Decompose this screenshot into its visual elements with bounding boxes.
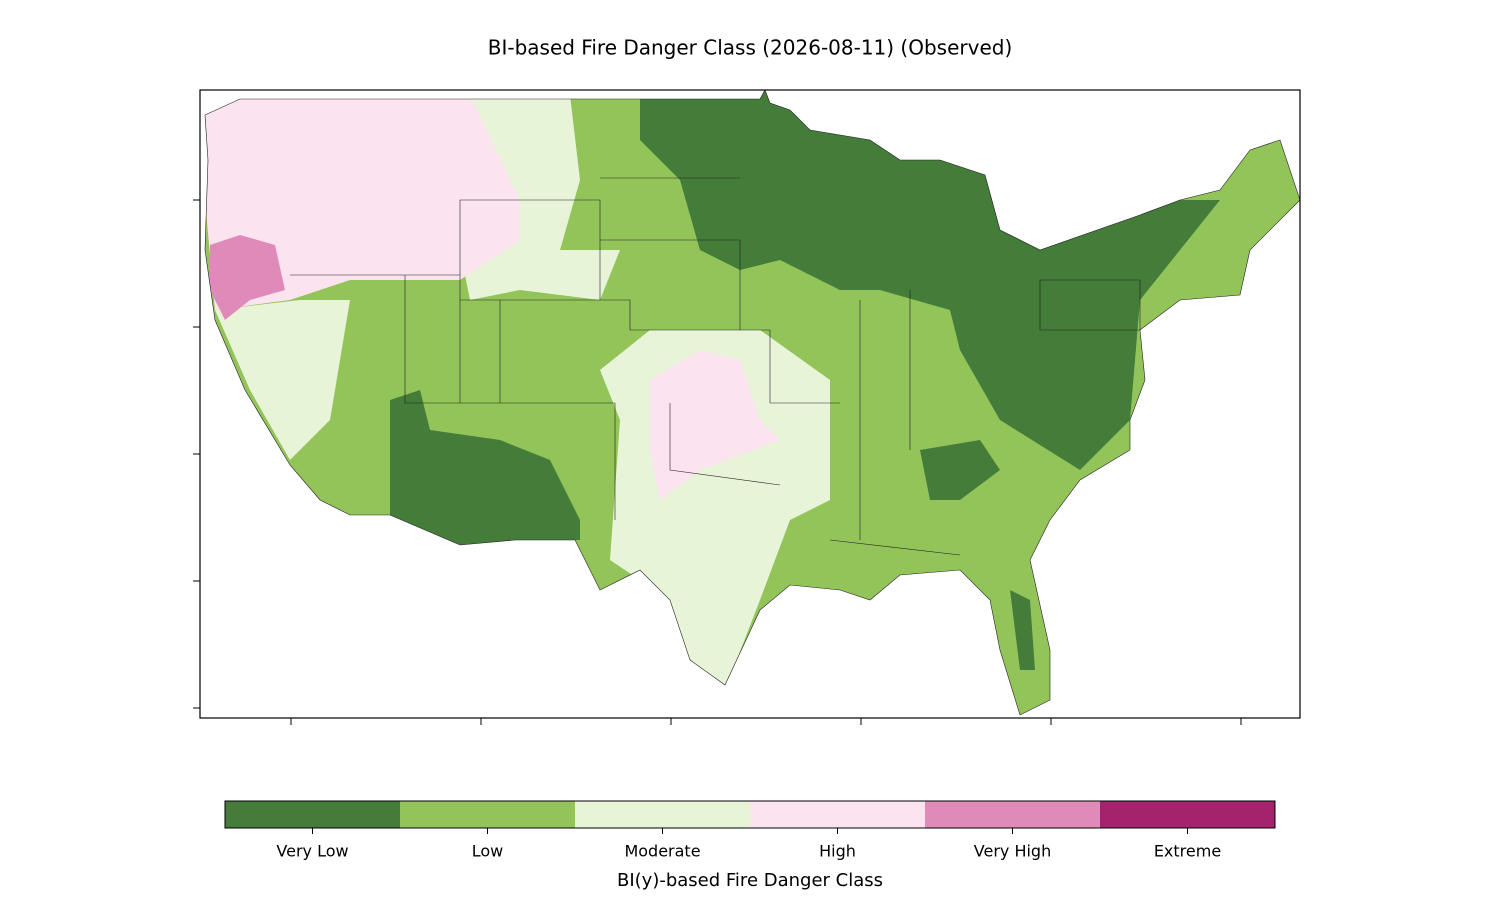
region bbox=[215, 300, 350, 460]
region bbox=[650, 350, 780, 500]
colorbar-segment bbox=[225, 801, 400, 828]
region bbox=[205, 95, 520, 310]
region bbox=[210, 235, 285, 320]
colorbar-class-label: Extreme bbox=[1154, 842, 1221, 861]
colorbar-segment bbox=[575, 801, 750, 828]
colorbar-label: BI(y)-based Fire Danger Class bbox=[617, 870, 883, 891]
colorbar-class-label: Low bbox=[472, 842, 504, 861]
region bbox=[1010, 590, 1035, 670]
map-title: BI-based Fire Danger Class (2026-08-11) … bbox=[488, 36, 1013, 60]
colorbar-segment bbox=[750, 801, 925, 828]
map-frame bbox=[199, 89, 1301, 719]
state-lines bbox=[204, 89, 1301, 716]
colorbar-segment bbox=[925, 801, 1100, 828]
colorbar-frame bbox=[224, 800, 1276, 829]
colorbar-class-label: High bbox=[819, 842, 856, 861]
colorbar-class-label: Moderate bbox=[624, 842, 700, 861]
region bbox=[390, 390, 580, 545]
colorbar: Very Low Low Moderate High Very High Extreme bbox=[224, 800, 1276, 861]
colorbar-segment bbox=[400, 801, 575, 828]
map-ticks bbox=[193, 199, 1242, 725]
colorbar-segment bbox=[1100, 801, 1275, 828]
colorbar-class-label: Very High bbox=[974, 842, 1051, 861]
colorbar-class-label: Very Low bbox=[276, 842, 348, 861]
region bbox=[920, 440, 1000, 500]
